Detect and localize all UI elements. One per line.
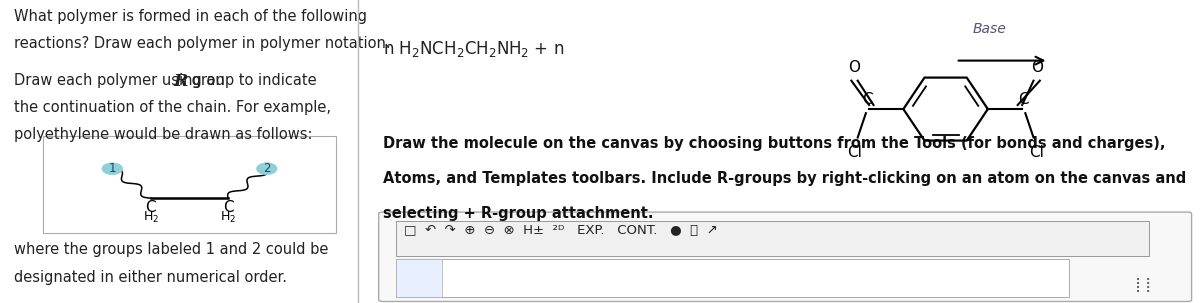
Text: group to indicate: group to indicate: [187, 73, 317, 88]
Circle shape: [102, 163, 122, 175]
FancyBboxPatch shape: [396, 221, 1150, 256]
Text: reactions? Draw each polymer in polymer notation.: reactions? Draw each polymer in polymer …: [14, 36, 391, 52]
FancyBboxPatch shape: [43, 136, 336, 233]
Text: R: R: [174, 73, 188, 90]
Text: the continuation of the chain. For example,: the continuation of the chain. For examp…: [14, 100, 331, 115]
Text: where the groups labeled 1 and 2 could be: where the groups labeled 1 and 2 could b…: [14, 242, 329, 258]
Text: polyethylene would be drawn as follows:: polyethylene would be drawn as follows:: [14, 127, 313, 142]
FancyBboxPatch shape: [396, 259, 1069, 297]
Text: O: O: [1031, 60, 1043, 75]
Text: C: C: [145, 200, 156, 215]
FancyBboxPatch shape: [379, 212, 1192, 301]
Text: Base: Base: [972, 22, 1007, 36]
Text: □  ↶  ↷  ⊕  ⊖  ⊗  H±  ²ᴰ   EXP.   CONT.   ●  ❓  ↗: □ ↶ ↷ ⊕ ⊖ ⊗ H± ²ᴰ EXP. CONT. ● ❓ ↗: [404, 224, 718, 237]
Text: 2: 2: [263, 162, 270, 175]
Text: designated in either numerical order.: designated in either numerical order.: [14, 270, 287, 285]
Text: ···
▶: ··· ▶: [404, 268, 413, 290]
Text: Draw the molecule on the canvas by choosing buttons from the Tools (for bonds an: Draw the molecule on the canvas by choos…: [383, 136, 1165, 152]
Text: C: C: [1018, 92, 1028, 107]
Text: n H$_2$NCH$_2$CH$_2$NH$_2$ + n: n H$_2$NCH$_2$CH$_2$NH$_2$ + n: [383, 39, 564, 59]
Text: Draw each polymer using an: Draw each polymer using an: [14, 73, 229, 88]
Text: What polymer is formed in each of the following: What polymer is formed in each of the fo…: [14, 9, 367, 24]
Text: H$_2$: H$_2$: [143, 210, 158, 225]
Text: ⡇⡇: ⡇⡇: [1135, 278, 1156, 292]
Text: Cl: Cl: [1030, 145, 1044, 161]
Circle shape: [257, 163, 277, 175]
Text: H$_2$: H$_2$: [220, 210, 236, 225]
Text: Atoms, and Templates toolbars. Include R-groups by right-clicking on an atom on : Atoms, and Templates toolbars. Include R…: [383, 171, 1186, 186]
FancyBboxPatch shape: [396, 259, 442, 297]
Text: 1: 1: [108, 162, 116, 175]
Text: C: C: [223, 200, 234, 215]
Text: selecting + R-group attachment.: selecting + R-group attachment.: [383, 206, 653, 221]
Text: C: C: [863, 92, 874, 107]
Text: O: O: [848, 60, 860, 75]
Text: Cl: Cl: [847, 145, 862, 161]
